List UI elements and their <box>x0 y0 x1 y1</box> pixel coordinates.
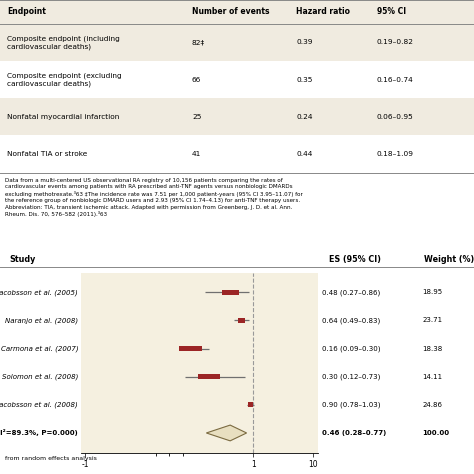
Text: 0.30 (0.12–0.73): 0.30 (0.12–0.73) <box>322 374 381 380</box>
Bar <box>0 173 474 251</box>
Text: 100.00: 100.00 <box>422 430 449 436</box>
Text: 0.35: 0.35 <box>296 77 313 82</box>
Text: 66: 66 <box>192 77 201 82</box>
Text: Overall (I²=89.3%, P=0.000): Overall (I²=89.3%, P=0.000) <box>0 429 78 437</box>
Text: 0.19–0.82: 0.19–0.82 <box>377 39 414 46</box>
Text: 23.71: 23.71 <box>422 318 443 323</box>
Text: 18.95: 18.95 <box>422 289 443 295</box>
Text: 82‡: 82‡ <box>192 39 205 46</box>
Bar <box>179 346 202 351</box>
Text: Composite endpoint (excluding
cardiovascular deaths): Composite endpoint (excluding cardiovasc… <box>7 73 122 87</box>
Text: Solomon et al. (2008): Solomon et al. (2008) <box>2 374 78 380</box>
Text: 0.46 (0.28–0.77): 0.46 (0.28–0.77) <box>322 430 386 436</box>
Text: ES (95% CI): ES (95% CI) <box>329 255 382 264</box>
Bar <box>198 374 220 379</box>
Bar <box>0 136 474 173</box>
Text: Jacobsson et al. (2005): Jacobsson et al. (2005) <box>0 289 78 296</box>
Text: Endpoint: Endpoint <box>7 8 46 17</box>
Text: 0.18–1.09: 0.18–1.09 <box>377 151 414 157</box>
Text: Study: Study <box>9 255 36 264</box>
Text: Composite endpoint (including
cardiovascular deaths): Composite endpoint (including cardiovasc… <box>7 35 120 50</box>
Bar <box>248 402 253 407</box>
Bar <box>221 290 238 295</box>
Bar <box>0 24 474 61</box>
Text: Hazard ratio: Hazard ratio <box>296 8 350 17</box>
Text: 95% CI: 95% CI <box>377 8 406 17</box>
Text: 0.64 (0.49–0.83): 0.64 (0.49–0.83) <box>322 317 381 324</box>
Text: Carmona et al. (2007): Carmona et al. (2007) <box>0 345 78 352</box>
Text: Weight (%): Weight (%) <box>424 255 474 264</box>
Text: 18.38: 18.38 <box>422 346 443 352</box>
Text: Number of events: Number of events <box>192 8 270 17</box>
Text: 0.48 (0.27–0.86): 0.48 (0.27–0.86) <box>322 289 381 295</box>
Text: 41: 41 <box>192 151 201 157</box>
Text: 24.86: 24.86 <box>422 402 442 408</box>
Text: 0.16–0.74: 0.16–0.74 <box>377 77 414 82</box>
Text: 0.06–0.95: 0.06–0.95 <box>377 114 414 120</box>
Text: 0.44: 0.44 <box>296 151 313 157</box>
Text: 0.16 (0.09–0.30): 0.16 (0.09–0.30) <box>322 345 381 352</box>
Text: 25: 25 <box>192 114 201 120</box>
Text: Naranjo et al. (2008): Naranjo et al. (2008) <box>5 317 78 324</box>
Text: Nonfatal TIA or stroke: Nonfatal TIA or stroke <box>7 151 87 157</box>
Text: Nonfatal myocardial infarction: Nonfatal myocardial infarction <box>7 114 119 120</box>
Text: Data from a multi-centered US observational RA registry of 10,156 patients compa: Data from a multi-centered US observatio… <box>5 178 302 217</box>
Text: 0.90 (0.78–1.03): 0.90 (0.78–1.03) <box>322 401 381 408</box>
Text: 14.11: 14.11 <box>422 374 443 380</box>
Text: 0.24: 0.24 <box>296 114 313 120</box>
Text: from random effects analysis: from random effects analysis <box>5 456 97 461</box>
Bar <box>238 318 245 323</box>
Text: 0.39: 0.39 <box>296 39 313 46</box>
Bar <box>0 61 474 98</box>
Polygon shape <box>206 425 246 441</box>
Bar <box>0 98 474 136</box>
Bar <box>0 0 474 24</box>
Text: Jacobsson et al. (2008): Jacobsson et al. (2008) <box>0 401 78 408</box>
